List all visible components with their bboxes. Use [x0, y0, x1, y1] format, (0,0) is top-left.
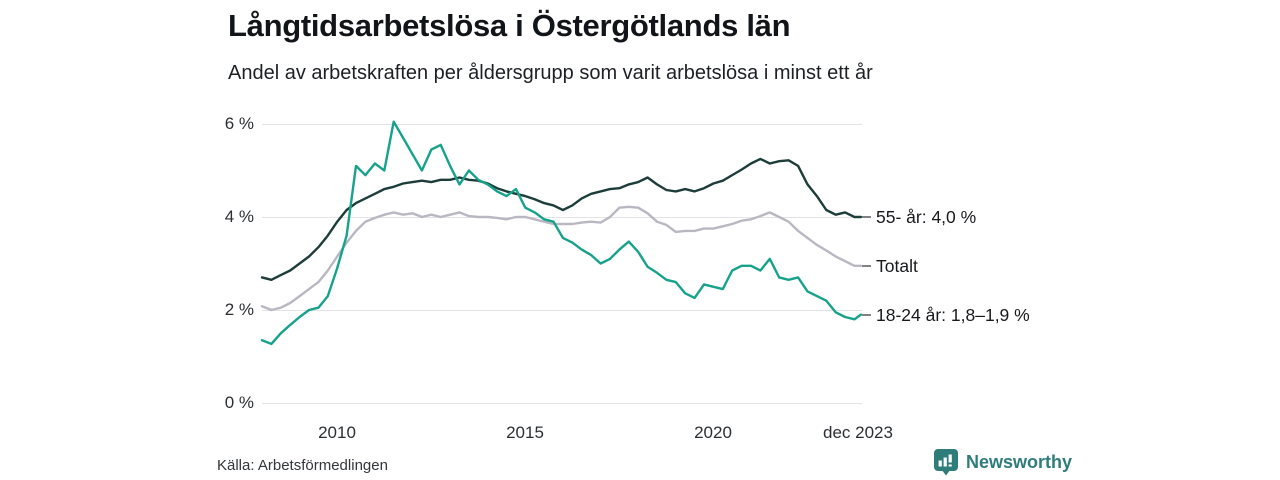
- legend-label-totalt: Totalt: [876, 255, 918, 276]
- legend-tick-totalt: [862, 265, 871, 267]
- source-attribution: Källa: Arbetsförmedlingen: [217, 457, 388, 474]
- y-tick-label: 2 %: [224, 300, 254, 319]
- x-tick-label: 2020: [694, 423, 732, 442]
- y-tick-label: 6 %: [224, 114, 254, 133]
- y-tick-label: 0 %: [224, 393, 254, 412]
- line-series-55-ar: [260, 157, 863, 281]
- legend-label-55-ar: 55- år: 4,0 %: [876, 206, 977, 227]
- legend-row-totalt: Totalt: [862, 254, 918, 278]
- legend-tick-55-ar: [862, 216, 871, 218]
- x-tick-label: 2015: [506, 423, 544, 442]
- gridline-2pct: [262, 310, 862, 311]
- legend-label-18-24-ar: 18-24 år: 1,8–1,9 %: [876, 304, 1030, 325]
- gridline-0pct: [262, 403, 862, 404]
- gridline-6pct: [262, 124, 862, 125]
- legend-row-18-24-ar: 18-24 år: 1,8–1,9 %: [862, 303, 1030, 327]
- page-title: Långtidsarbetslösa i Östergötlands län: [228, 8, 791, 43]
- y-tick-label: 4 %: [224, 207, 254, 226]
- newsworthy-logo: Newsworthy: [934, 449, 1072, 476]
- legend-tick-18-24-ar: [862, 314, 871, 316]
- legend-row-55-ar: 55- år: 4,0 %: [862, 205, 976, 229]
- x-tick-label: dec 2023: [823, 423, 893, 442]
- newsworthy-chart-bubble-icon: [934, 449, 958, 476]
- brand-name: Newsworthy: [966, 452, 1073, 472]
- x-tick-label: 2010: [318, 423, 356, 442]
- chart-subtitle: Andel av arbetskraften per åldersgrupp s…: [228, 62, 873, 84]
- line-series-totalt: [260, 205, 863, 312]
- gridline-4pct: [262, 217, 862, 218]
